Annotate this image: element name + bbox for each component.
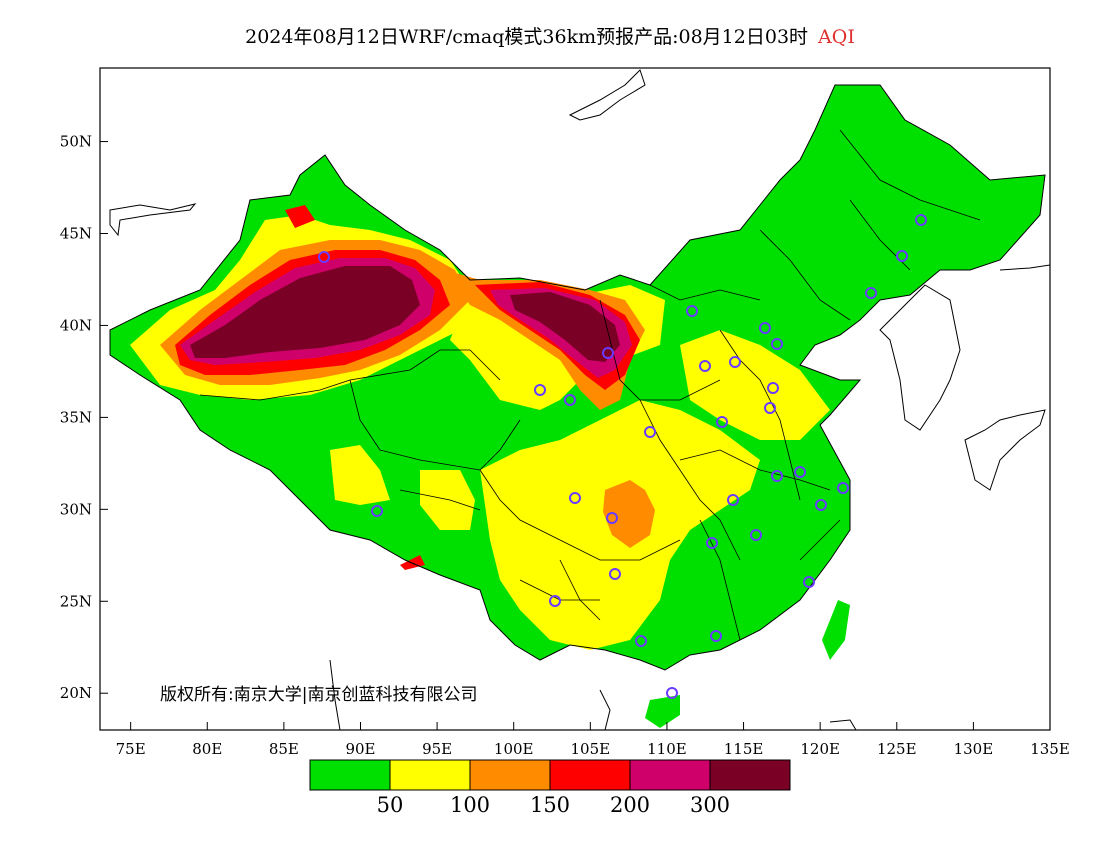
legend-swatch (549, 759, 631, 791)
map-field (109, 69, 1050, 730)
lon-tick-label: 95E (422, 740, 452, 758)
lat-tick-label: 30N (60, 500, 92, 518)
aqi-region-green-taiwan (822, 600, 850, 660)
legend-label: 50 (377, 793, 404, 817)
map-title: 2024年08月12日WRF/cmaq模式36km预报产品:08月12日03时 A… (0, 22, 1100, 49)
lon-tick-label: 90E (345, 740, 375, 758)
color-legend: 50 100 150 200 300 (309, 759, 791, 817)
legend-swatch (309, 759, 391, 791)
copyright-text: 版权所有:南京大学|南京创蓝科技有限公司 (160, 685, 478, 705)
lon-axis: 75E 80E 85E 90E 95E 100E 105E 110E 115E 120E 125E 1… (116, 722, 1070, 758)
aqi-region-yellow-tibet-w (330, 445, 390, 505)
lon-tick-label: 100E (494, 740, 534, 758)
lon-tick-label: 130E (954, 740, 994, 758)
lat-tick-label: 25N (60, 592, 92, 610)
lat-axis: 50N 45N 40N 35N 30N 25N 20N (60, 133, 108, 702)
title-variable: AQI (818, 26, 855, 48)
legend-label: 100 (450, 793, 490, 817)
lon-tick-label: 105E (571, 740, 611, 758)
legend-swatch (469, 759, 551, 791)
lon-tick-label: 85E (269, 740, 299, 758)
title-text: 2024年08月12日WRF/cmaq模式36km预报产品:08月12日03时 (245, 26, 809, 48)
lat-tick-label: 50N (60, 133, 92, 151)
lon-tick-label: 125E (877, 740, 917, 758)
lon-tick-label: 135E (1030, 740, 1070, 758)
lon-tick-label: 80E (192, 740, 222, 758)
legend-swatch (629, 759, 711, 791)
legend-swatch (389, 759, 471, 791)
legend-label: 200 (610, 793, 650, 817)
map-frame (99, 67, 1051, 731)
china-border (109, 84, 1046, 671)
legend-swatch (709, 759, 791, 791)
aqi-region-yellow-tibet-c (420, 470, 475, 530)
lon-tick-label: 115E (724, 740, 764, 758)
aqi-region-maroon-xinjiang (190, 266, 420, 358)
station-markers (318, 214, 927, 699)
lon-tick-label: 75E (116, 740, 146, 758)
aqi-region-yellow-plain (680, 330, 830, 440)
legend-label: 150 (530, 793, 570, 817)
aqi-region-orange-sichuan (603, 480, 655, 548)
aqi-region-maroon-gansu (510, 292, 620, 362)
province-boundaries (199, 129, 981, 641)
lat-tick-label: 40N (60, 316, 92, 334)
aqi-region-green-hainan (645, 695, 680, 728)
lon-tick-label: 110E (647, 740, 687, 758)
lat-tick-label: 20N (60, 684, 92, 702)
lat-tick-label: 35N (60, 408, 92, 426)
legend-label: 300 (690, 793, 730, 817)
lat-tick-label: 45N (60, 225, 92, 243)
lon-tick-label: 120E (800, 740, 840, 758)
aqi-region-red-north (285, 205, 315, 228)
neighbor-outlines (109, 69, 1050, 730)
